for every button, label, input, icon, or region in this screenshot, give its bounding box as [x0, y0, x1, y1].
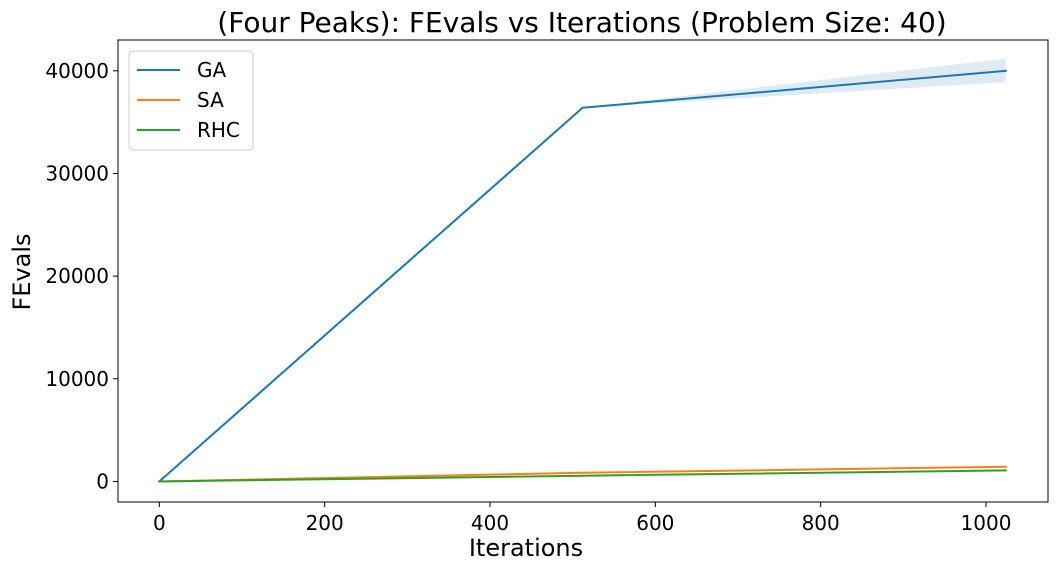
line-ga [157, 69, 1007, 483]
y-axis-label: FEvals [8, 233, 36, 310]
plot-frame [117, 39, 1049, 503]
confidence-bands [159, 58, 1006, 482]
chart-title: (Four Peaks): FEvals vs Iterations (Prob… [217, 6, 946, 39]
x-tick-label: 400 [471, 511, 509, 535]
y-tick-label: 40000 [45, 59, 109, 83]
x-tick-label: 0 [153, 511, 166, 535]
line-rhc [158, 469, 1007, 483]
series-lines [157, 69, 1007, 483]
x-tick-label: 200 [306, 511, 344, 535]
y-axis-ticks: 0 10000 20000 30000 40000 [45, 59, 118, 493]
legend: GA SA RHC [128, 50, 254, 151]
x-tick-label: 1000 [961, 511, 1012, 535]
y-tick-label: 20000 [45, 264, 109, 288]
y-tick-label: 0 [96, 469, 109, 493]
plot-area [117, 39, 1049, 503]
x-tick-label: 600 [636, 511, 674, 535]
legend-box [128, 50, 254, 151]
x-axis-label: Iterations [469, 534, 583, 562]
legend-label-ga: GA [197, 58, 226, 82]
band-ga [159, 58, 1006, 482]
x-axis-ticks: 0 200 400 600 800 1000 [153, 502, 1011, 535]
y-tick-label: 30000 [45, 161, 109, 185]
legend-label-sa: SA [197, 88, 224, 112]
x-tick-label: 800 [802, 511, 840, 535]
legend-label-rhc: RHC [197, 118, 240, 142]
y-tick-label: 10000 [45, 367, 109, 391]
